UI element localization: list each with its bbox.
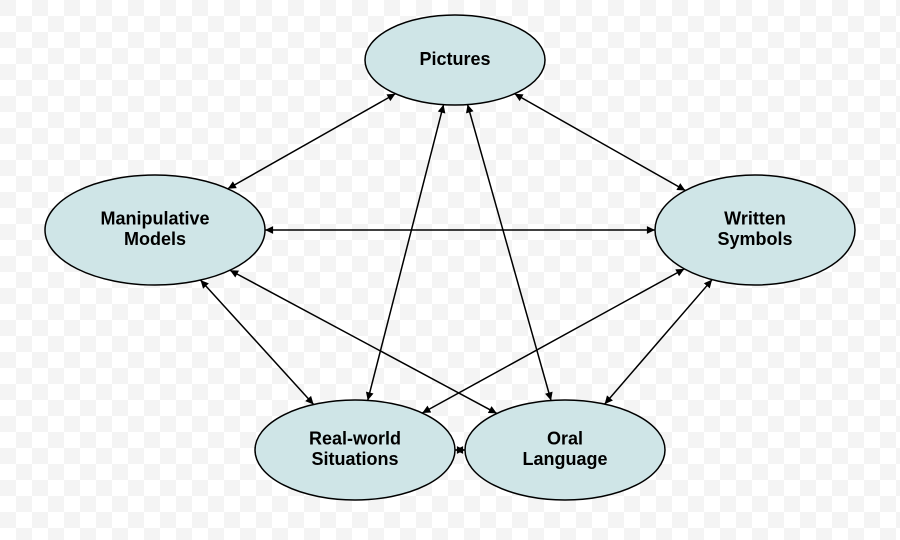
node-written-label-line-1: Symbols — [717, 229, 792, 249]
diagram-canvas: Pictures ManipulativeModels WrittenSymbols… — [0, 0, 900, 540]
node-written: WrittenSymbols — [655, 175, 855, 285]
node-pictures-label-line-0: Pictures — [419, 49, 490, 69]
node-realworld-label-line-1: Situations — [311, 449, 398, 469]
node-pictures: Pictures — [365, 15, 545, 105]
node-realworld: Real-worldSituations — [255, 400, 455, 500]
node-manipulative-label-line-1: Models — [124, 229, 186, 249]
node-realworld-label-line-0: Real-world — [309, 428, 401, 448]
node-manipulative-label-line-0: Manipulative — [100, 208, 209, 228]
node-oral: OralLanguage — [465, 400, 665, 500]
node-written-label-line-0: Written — [724, 208, 786, 228]
node-oral-label-line-0: Oral — [547, 428, 583, 448]
node-oral-label-line-1: Language — [522, 449, 607, 469]
node-manipulative: ManipulativeModels — [45, 175, 265, 285]
